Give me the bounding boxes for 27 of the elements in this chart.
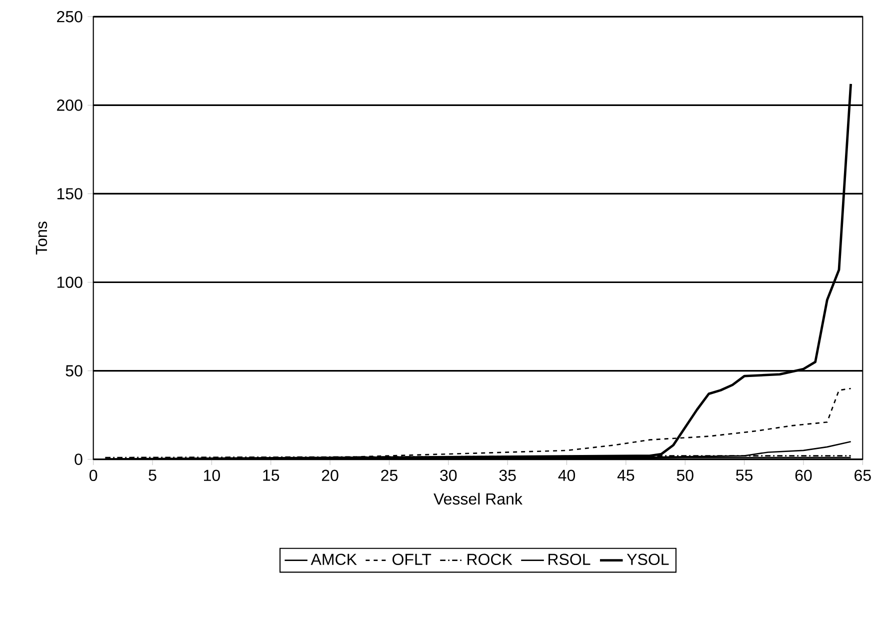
legend-label: ROCK: [468, 554, 512, 566]
x-tick-label: 35: [499, 470, 516, 482]
x-tick-label: 30: [440, 470, 457, 482]
x-tick-label: 50: [676, 470, 694, 482]
y-tick-label: 100: [57, 276, 82, 288]
legend-label: AMCK: [310, 554, 357, 566]
y-tick-label: 150: [57, 188, 82, 200]
x-tick-label: 0: [90, 470, 98, 482]
legend-label: YSOL: [626, 554, 669, 566]
y-tick-label: 250: [57, 11, 82, 22]
y-tick-label: 0: [74, 454, 82, 465]
legend-label: OFLT: [392, 554, 432, 566]
x-tick-label: 10: [204, 470, 220, 482]
legend-label: RSOL: [548, 554, 590, 566]
y-axis-title: Tons: [36, 222, 48, 255]
x-tick-label: 20: [322, 470, 338, 482]
x-tick-label: 25: [381, 470, 398, 482]
x-tick-label: 55: [736, 470, 753, 481]
y-tick-label: 50: [66, 365, 82, 376]
x-axis-title: Vessel Rank: [434, 492, 522, 505]
x-tick-label: 65: [854, 470, 871, 482]
x-tick-label: 45: [617, 470, 634, 481]
x-tick-label: 40: [558, 470, 576, 482]
x-tick-label: 5: [148, 470, 156, 481]
x-tick-label: 60: [795, 470, 812, 482]
y-tick-label: 200: [57, 100, 82, 111]
x-tick-label: 15: [263, 470, 280, 481]
